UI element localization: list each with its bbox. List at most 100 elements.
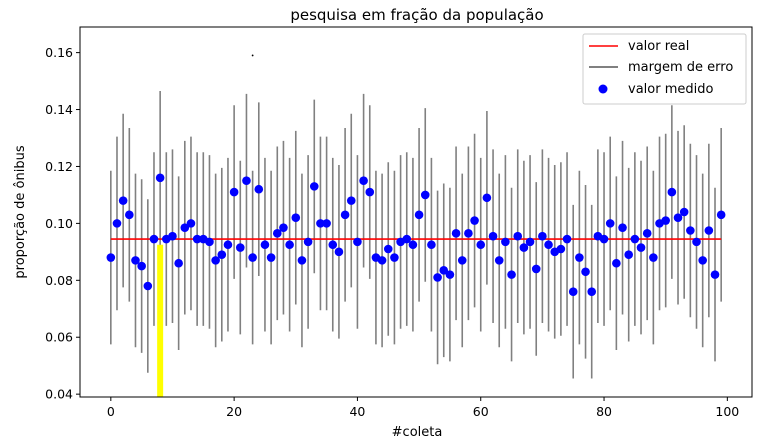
data-point [408, 240, 418, 250]
data-point [538, 231, 547, 241]
data-point [451, 229, 461, 238]
axes: 0 20 40 60 80 100 0.04 0.06 0.08 0.10 0.12 0.14 0.16 [45, 45, 739, 419]
data-point [174, 258, 183, 268]
y-tick-label: 0.14 [45, 102, 73, 117]
legend-marker-valor-medido [598, 84, 608, 94]
data-point [168, 231, 177, 241]
data-point [353, 237, 362, 247]
data-point [525, 237, 535, 247]
data-point [581, 267, 590, 277]
data-point [420, 190, 430, 200]
data-point [673, 213, 683, 222]
data-point [248, 253, 257, 262]
data-point [507, 270, 516, 279]
x-tick-label: 60 [473, 404, 489, 419]
data-point [513, 231, 523, 241]
data-point [297, 256, 307, 265]
highlight-bar [157, 244, 164, 397]
data-point [346, 196, 356, 205]
data-point [575, 253, 584, 262]
data-point [359, 176, 368, 185]
data-point [390, 253, 399, 262]
data-point [186, 219, 196, 228]
y-tick-label: 0.06 [45, 330, 73, 345]
data-point [457, 256, 467, 265]
y-tick-label: 0.16 [45, 45, 73, 60]
y-tick-label: 0.12 [45, 159, 73, 174]
data-point [636, 243, 646, 252]
data-point [112, 219, 122, 228]
data-point [568, 287, 578, 296]
data-point [118, 196, 128, 205]
y-axis-label: proporção de ônibus [13, 145, 28, 278]
data-point [464, 229, 473, 238]
data-point [482, 193, 492, 203]
data-point [303, 237, 313, 247]
data-point [316, 219, 325, 228]
data-point [242, 176, 251, 185]
data-point [679, 207, 689, 217]
y-tick-label: 0.04 [45, 387, 73, 402]
data-point [587, 287, 597, 296]
x-tick-label: 20 [226, 404, 242, 419]
plot-area [106, 54, 726, 397]
data-point [106, 253, 116, 262]
x-tick-label: 100 [715, 404, 739, 419]
data-point [272, 229, 282, 238]
data-point [692, 237, 701, 247]
data-point [494, 256, 504, 265]
data-point [710, 270, 720, 279]
data-point [223, 240, 233, 250]
data-point [562, 234, 572, 244]
data-point [365, 187, 375, 197]
legend-label-margem-de-erro: margem de erro [628, 60, 733, 75]
data-point [667, 187, 677, 197]
data-point [149, 234, 159, 244]
data-point [235, 243, 245, 252]
data-point [556, 244, 566, 254]
data-point [433, 273, 442, 282]
data-point [260, 240, 270, 250]
data-point [445, 270, 455, 279]
legend: valor real margem de erro valor medido [582, 33, 747, 105]
y-tick-label: 0.10 [45, 216, 73, 231]
data-point [470, 216, 479, 225]
y-tick-label: 0.08 [45, 273, 73, 288]
data-point [704, 226, 714, 235]
data-point [377, 256, 387, 265]
data-point [630, 234, 640, 244]
data-point [217, 250, 227, 259]
data-point [624, 250, 633, 259]
legend-label-valor-medido: valor medido [628, 82, 713, 97]
data-point [328, 240, 338, 250]
data-point [254, 184, 264, 194]
data-point [519, 243, 529, 252]
data-point [137, 261, 146, 271]
data-point [612, 258, 621, 268]
x-tick-label: 0 [107, 404, 115, 419]
data-point [279, 223, 288, 232]
data-point [309, 182, 319, 191]
data-point [501, 237, 510, 247]
data-point [125, 210, 134, 220]
data-point [229, 187, 239, 197]
data-point [488, 231, 498, 241]
data-point [180, 223, 190, 232]
data-point [340, 210, 350, 220]
legend-label-valor-real: valor real [628, 39, 689, 54]
data-point [143, 281, 153, 291]
data-point [383, 244, 393, 254]
data-point [661, 216, 670, 225]
data-point [192, 234, 202, 244]
data-point [155, 173, 165, 183]
data-point [642, 229, 652, 238]
data-point [439, 266, 449, 275]
data-point [618, 223, 627, 232]
data-point [402, 234, 412, 244]
data-point [599, 234, 609, 244]
legend-box [582, 33, 747, 105]
chart-title: pesquisa em fração da população [290, 6, 543, 24]
data-point [531, 264, 541, 274]
plot-frame [79, 26, 753, 398]
data-point [291, 213, 301, 222]
